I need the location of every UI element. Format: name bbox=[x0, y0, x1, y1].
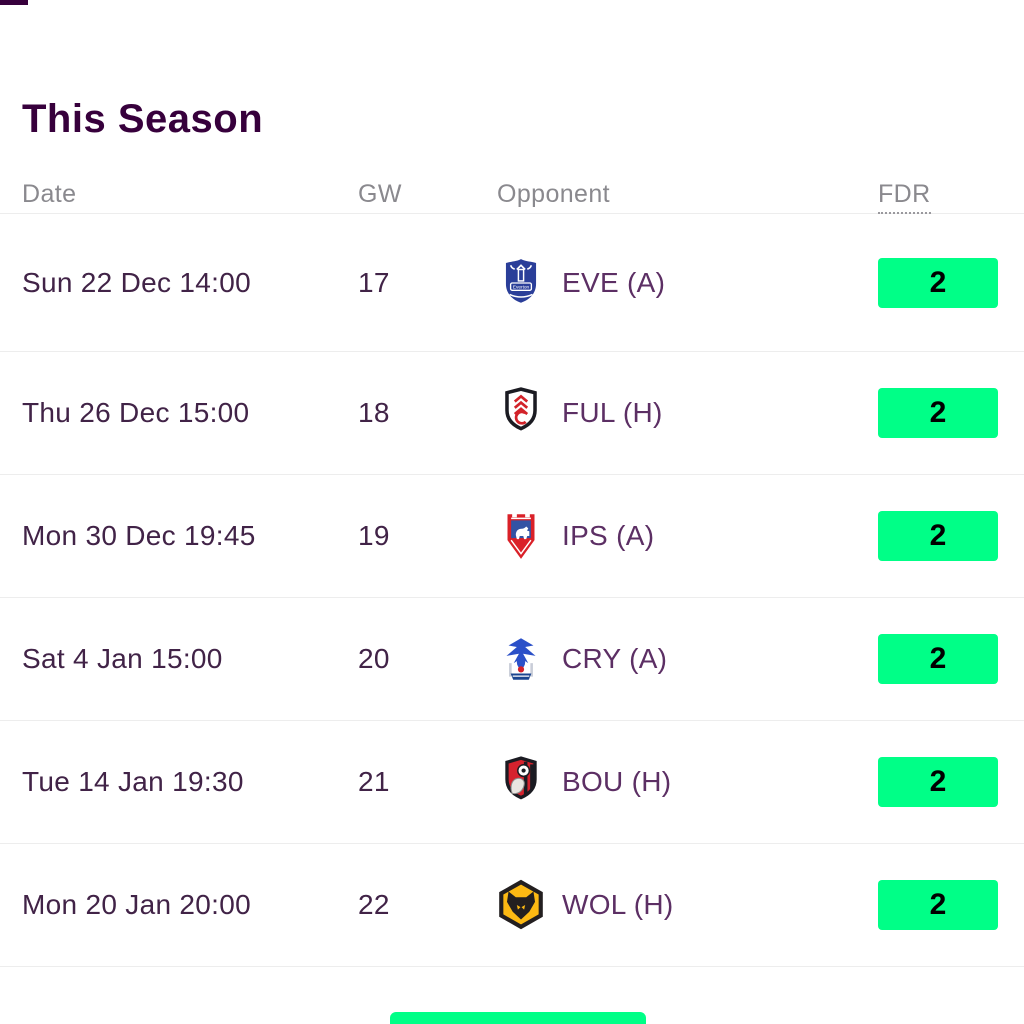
wolves-crest-icon bbox=[494, 877, 548, 933]
page-title: This Season bbox=[22, 96, 264, 141]
fixture-opponent: CRY (A) bbox=[562, 643, 668, 674]
fixture-row-everton: Sun 22 Dec 14:00 17 Everton EVE (A) 2 bbox=[0, 214, 1024, 352]
fixture-gameweek: 18 bbox=[358, 397, 390, 428]
fixture-row-bournemouth: Tue 14 Jan 19:30 21 BOU (H) 2 bbox=[0, 721, 1024, 844]
fixture-gameweek: 21 bbox=[358, 766, 390, 797]
fixture-opponent: BOU (H) bbox=[562, 766, 672, 797]
header-date: Date bbox=[22, 180, 77, 208]
header-fdr-tooltip[interactable]: FDR bbox=[878, 180, 931, 214]
ipswich-crest-icon bbox=[494, 508, 548, 564]
fixture-date: Thu 26 Dec 15:00 bbox=[22, 397, 250, 428]
bournemouth-crest-icon bbox=[494, 754, 548, 810]
fixture-opponent: FUL (H) bbox=[562, 397, 663, 428]
fdr-badge: 2 bbox=[878, 511, 998, 561]
fixture-date: Tue 14 Jan 19:30 bbox=[22, 766, 244, 797]
fdr-badge: 2 bbox=[878, 257, 998, 308]
fixture-row-fulham: Thu 26 Dec 15:00 18 FUL (H) 2 bbox=[0, 352, 1024, 475]
fdr-badge: 2 bbox=[878, 880, 998, 930]
fixture-date: Sat 4 Jan 15:00 bbox=[22, 643, 223, 674]
svg-text:Everton: Everton bbox=[513, 284, 530, 290]
fixture-opponent: EVE (A) bbox=[562, 266, 666, 298]
fdr-badge: 2 bbox=[878, 757, 998, 807]
fixture-row-crystal-palace: Sat 4 Jan 15:00 20 CRY (A) 2 bbox=[0, 598, 1024, 721]
header-opponent: Opponent bbox=[497, 180, 611, 208]
crystal-palace-crest-icon bbox=[494, 631, 548, 687]
table-header-row: Date GW Opponent FDR bbox=[0, 180, 1024, 214]
fixture-row-ipswich: Mon 30 Dec 19:45 19 IPS (A) 2 bbox=[0, 475, 1024, 598]
fixtures-table: Date GW Opponent FDR Sun 22 Dec 14:00 17… bbox=[0, 180, 1024, 967]
fixture-date: Mon 30 Dec 19:45 bbox=[22, 520, 256, 551]
fixture-gameweek: 20 bbox=[358, 643, 390, 674]
top-left-page-fragment bbox=[0, 0, 28, 5]
fixture-date: Mon 20 Jan 20:00 bbox=[22, 889, 251, 920]
fixture-gameweek: 19 bbox=[358, 520, 390, 551]
fixture-opponent: WOL (H) bbox=[562, 889, 674, 920]
fixture-opponent: IPS (A) bbox=[562, 520, 655, 551]
everton-crest-icon: Everton bbox=[494, 255, 548, 311]
header-gameweek: GW bbox=[358, 180, 402, 208]
fixture-gameweek: 22 bbox=[358, 889, 390, 920]
fixture-date: Sun 22 Dec 14:00 bbox=[22, 266, 251, 298]
fulham-crest-icon bbox=[494, 385, 548, 441]
bottom-partial-green-element bbox=[390, 1012, 646, 1024]
fixture-row-wolves: Mon 20 Jan 20:00 22 WOL (H) 2 bbox=[0, 844, 1024, 967]
fdr-badge: 2 bbox=[878, 388, 998, 438]
fixture-gameweek: 17 bbox=[358, 266, 390, 298]
fdr-badge: 2 bbox=[878, 634, 998, 684]
